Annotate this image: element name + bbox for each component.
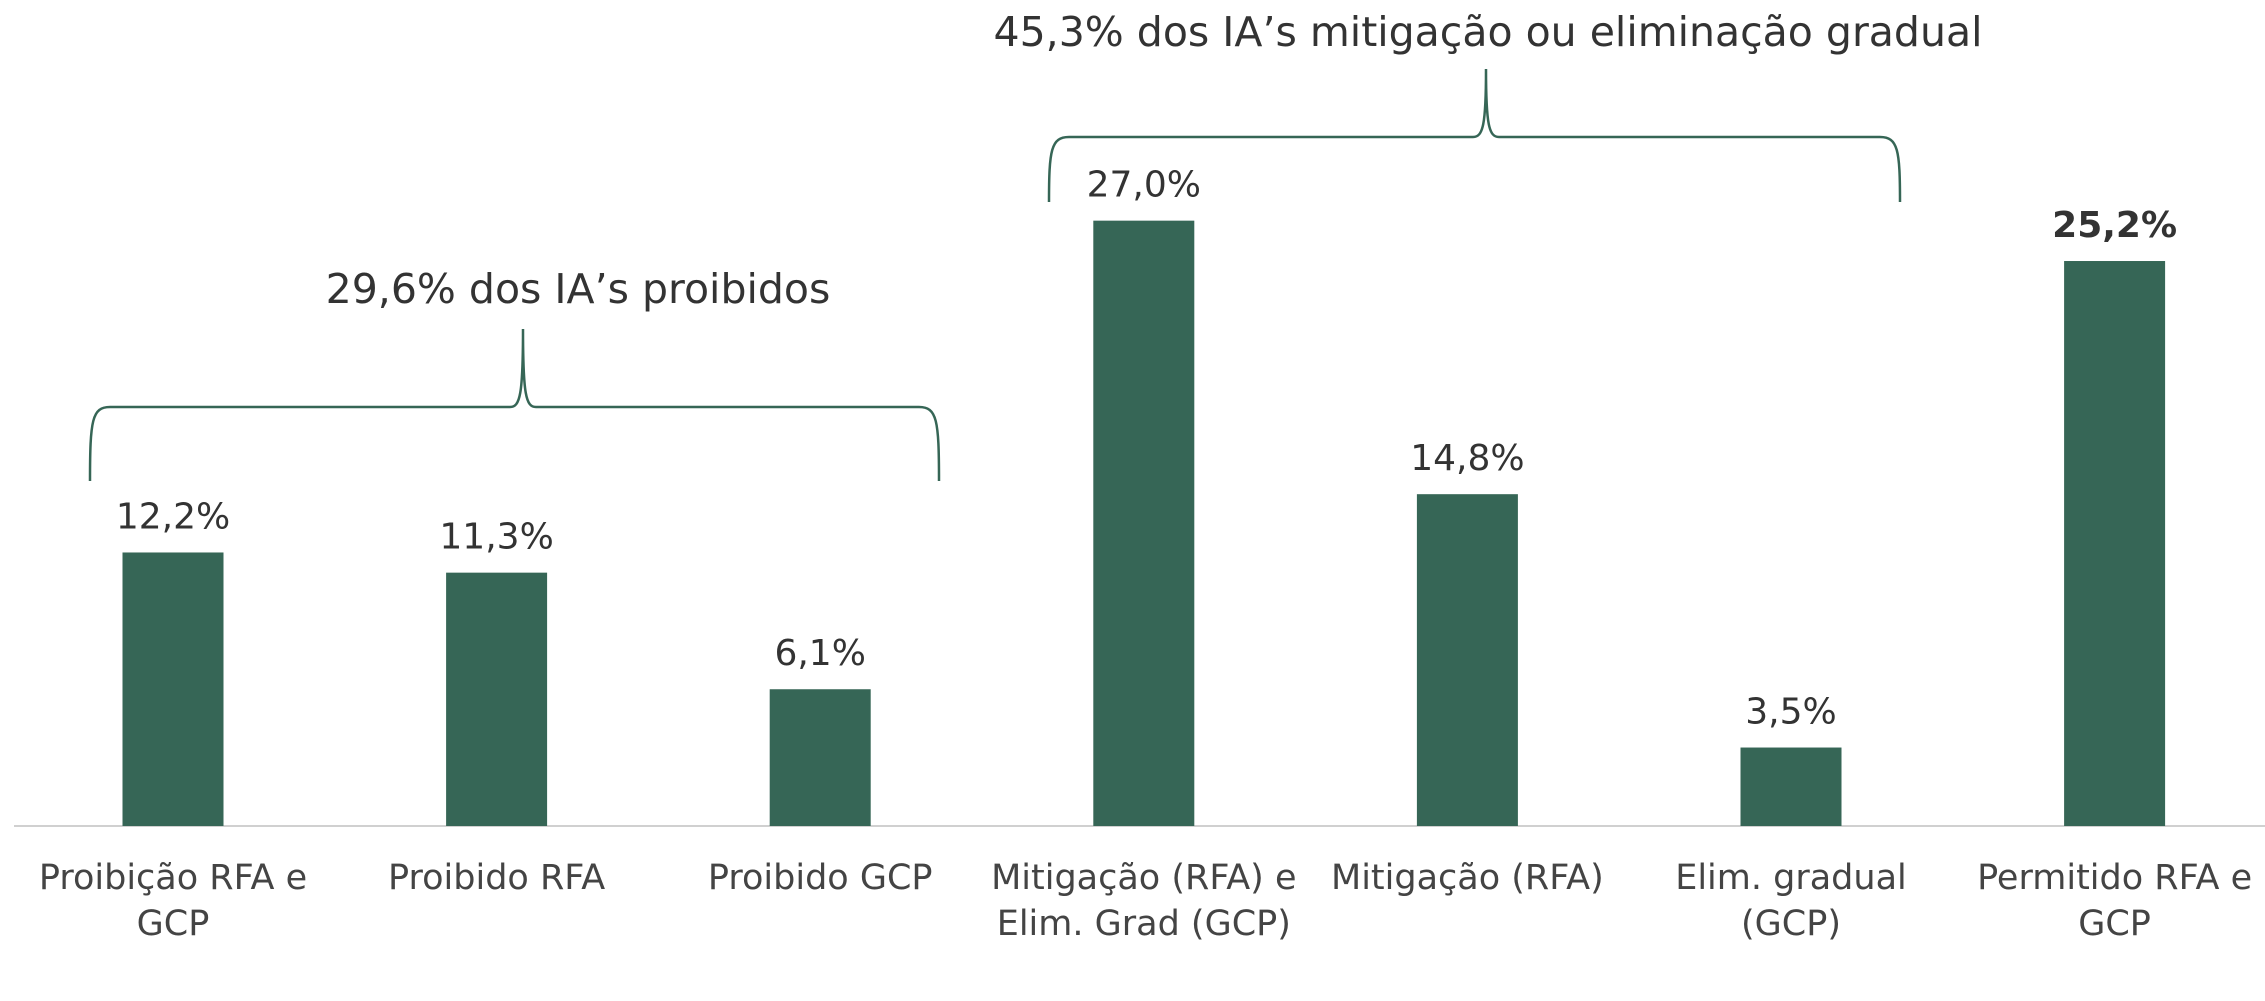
x-tick-label: Mitigação (RFA) e Elim. Grad (GCP)	[991, 858, 1297, 944]
annotation: 45,3% dos IA’s mitigação ou eliminação g…	[994, 8, 1983, 56]
value-label: 27,0%	[1087, 165, 1201, 206]
x-tick-label: Proibido GCP	[707, 858, 933, 898]
x-tick-label: Proibido RFA	[388, 858, 606, 898]
value-label: 14,8%	[1410, 438, 1524, 479]
value-label: 25,2%	[2052, 205, 2177, 246]
bar	[2064, 261, 2166, 826]
value-label: 6,1%	[774, 633, 865, 674]
bar	[1416, 494, 1518, 826]
x-tick-label: Permitido RFA e GCP	[1977, 858, 2253, 944]
bar	[446, 572, 548, 826]
annotation: 29,6% dos IA’s proibidos	[326, 265, 831, 313]
x-tick-label: Mitigação (RFA)	[1331, 858, 1604, 898]
x-tick-label: Elim. gradual (GCP)	[1675, 858, 1907, 944]
value-label: 3,5%	[1745, 692, 1836, 733]
bar	[1740, 747, 1842, 826]
x-tick-label: Proibição RFA e GCP	[38, 858, 308, 944]
bar	[769, 689, 871, 826]
brace	[1047, 68, 1902, 203]
value-label: 11,3%	[439, 517, 553, 558]
bar	[1093, 220, 1195, 826]
bar	[122, 552, 224, 826]
brace	[88, 328, 941, 482]
value-label: 12,2%	[116, 496, 230, 537]
